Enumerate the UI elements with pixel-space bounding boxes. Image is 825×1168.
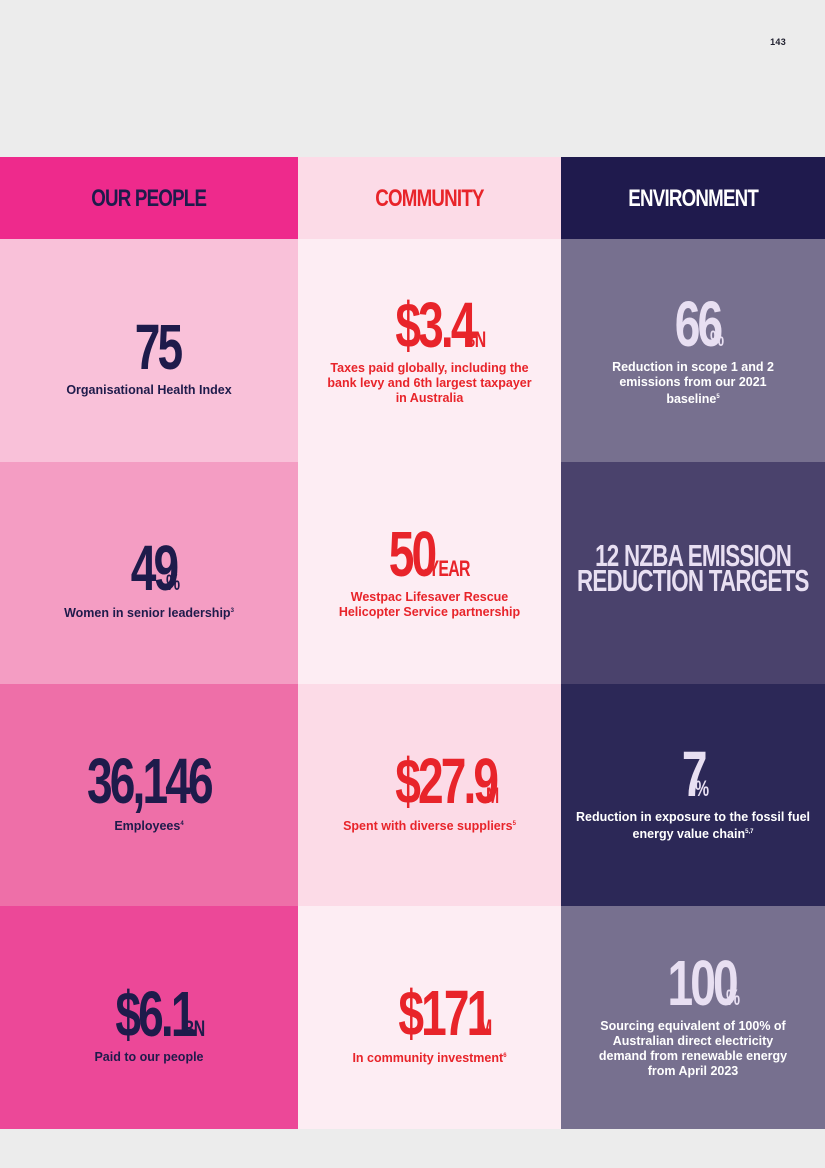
stat-number: 75: [135, 311, 183, 383]
stat-diverse-suppliers: $27.9 M Spent with diverse suppliers5: [298, 684, 561, 906]
stat-taxes-paid: $3.4 BN Taxes paid globally, including th…: [298, 239, 561, 462]
stat-value: $6.1 BN: [85, 982, 213, 1046]
stat-paid-to-people: $6.1 BN Paid to our people: [0, 906, 298, 1129]
stat-number: 49: [130, 532, 179, 605]
header-our-people-label: OUR PEOPLE: [91, 185, 208, 212]
stat-description: Employees4: [114, 819, 184, 834]
stat-unit: %: [726, 984, 740, 1010]
footnote-ref: 5: [716, 393, 720, 400]
stat-number: 66: [674, 287, 723, 360]
stat-description: In community investment6: [352, 1051, 507, 1066]
stat-value: 50 -YEAR: [371, 522, 488, 586]
stat-number: 50: [388, 518, 437, 590]
stat-unit: %: [710, 325, 724, 351]
stat-description: Paid to our people: [94, 1050, 204, 1064]
stat-renewable-energy: 100% Sourcing equivalent of 100% of Aust…: [561, 906, 825, 1129]
stat-value: $171 M: [363, 981, 497, 1045]
footnote-ref: 6: [503, 1052, 507, 1059]
stat-description: Westpac Lifesaver Rescue Helicopter Serv…: [338, 590, 521, 619]
header-community: COMMUNITY: [298, 157, 561, 239]
footnote-ref: 3: [230, 608, 234, 615]
stat-value: 49%: [113, 536, 185, 600]
stat-unit: %: [694, 775, 709, 801]
stat-value: $27.9 M: [356, 749, 503, 813]
stat-unit: BN: [463, 327, 486, 352]
stat-value: 66%: [657, 292, 729, 356]
footnote-ref: 5,7: [745, 828, 754, 835]
stat-description: Reduction in exposure to the fossil fuel…: [575, 809, 811, 842]
stat-value: 7%: [673, 742, 713, 806]
stat-scope-emissions: 66% Reduction in scope 1 and 2 emissions…: [561, 239, 825, 462]
stat-number: $27.9: [394, 745, 499, 818]
stat-description: Organisational Health Index: [66, 383, 232, 397]
stat-value: 75: [117, 311, 183, 383]
page-number: 143: [770, 37, 786, 47]
stat-number: 7: [681, 737, 708, 810]
header-our-people: OUR PEOPLE: [0, 157, 298, 239]
stat-unit: BN: [183, 1016, 205, 1041]
header-environment-label: ENVIRONMENT: [628, 185, 759, 212]
stat-fossil-fuel-exposure: 7% Reduction in exposure to the fossil f…: [561, 684, 825, 906]
nzba-phrase-line1: 12 NZBA EMISSION: [595, 538, 792, 573]
stat-number: 100: [667, 946, 739, 1019]
stat-number: $171: [398, 976, 492, 1049]
stat-nzba-targets: 12 NZBA EMISSION REDUCTION TARGETS: [561, 462, 825, 684]
stat-description: Sourcing equivalent of 100% of Australia…: [598, 1018, 788, 1078]
header-environment: ENVIRONMENT: [561, 157, 825, 239]
footnote-ref: 5: [512, 821, 516, 828]
stat-description: Taxes paid globally, including the bank …: [327, 361, 532, 405]
stat-value: 36,146: [63, 749, 235, 813]
stat-community-investment: $171 M In community investment6: [298, 906, 561, 1129]
stat-description: Reduction in scope 1 and 2 emissions fro…: [612, 359, 774, 407]
stat-rescue-helicopter: 50 -YEAR Westpac Lifesaver Rescue Helicop…: [298, 462, 561, 684]
stat-value: 100%: [641, 951, 744, 1015]
stat-number: $6.1: [115, 978, 196, 1050]
stat-number: 36,146: [87, 745, 214, 818]
stat-employees: 36,146 Employees4: [0, 684, 298, 906]
stat-unit: -YEAR: [424, 556, 471, 581]
highlights-grid: OUR PEOPLE COMMUNITY ENVIRONMENT 75 Orga…: [0, 157, 825, 1129]
stat-unit: %: [166, 570, 180, 596]
stat-women-leadership: 49% Women in senior leadership3: [0, 462, 298, 684]
stat-organisational-health: 75 Organisational Health Index: [0, 239, 298, 462]
stat-value: $3.4 BN: [365, 293, 493, 357]
stat-number: $3.4: [395, 289, 477, 361]
stat-description: Spent with diverse suppliers5: [343, 819, 516, 834]
stat-unit: M: [479, 1014, 492, 1040]
header-community-label: COMMUNITY: [375, 185, 484, 212]
stat-description: Women in senior leadership3: [64, 606, 234, 621]
footnote-ref: 4: [180, 821, 184, 828]
stat-unit: M: [485, 783, 499, 809]
nzba-phrase-line2: REDUCTION TARGETS: [577, 563, 809, 598]
